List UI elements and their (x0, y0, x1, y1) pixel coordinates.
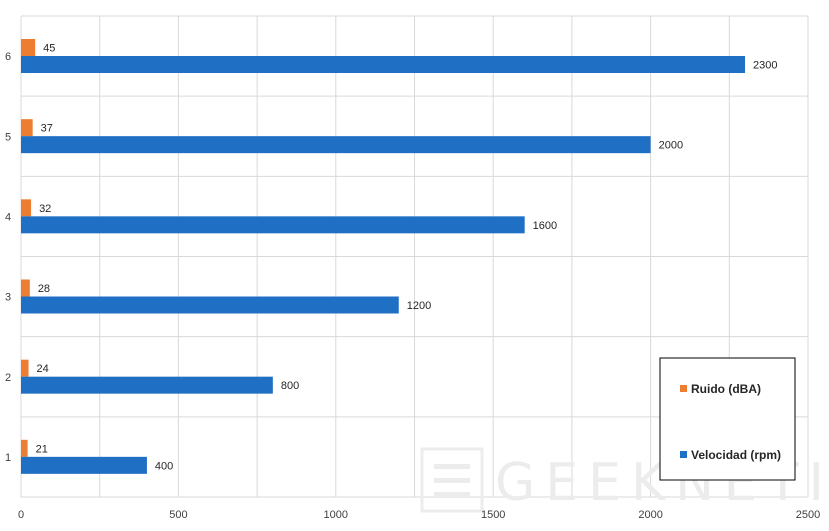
watermark-logo-bar-1 (434, 464, 470, 469)
x-axis-ticks: 0 500 1000 1500 2000 2500 (18, 509, 820, 521)
data-label-ruido-1: 21 (36, 443, 48, 455)
data-label-ruido-5: 37 (41, 123, 53, 135)
data-label-ruido-3: 28 (38, 283, 50, 295)
x-tick-label-0: 0 (18, 509, 24, 521)
bar-ruido-1 (21, 439, 28, 457)
data-label-velocidad-1: 400 (155, 460, 173, 472)
data-label-velocidad-4: 1600 (533, 220, 557, 232)
watermark-logo-box (420, 447, 484, 513)
legend-label-ruido: Ruido (dBA) (691, 382, 761, 396)
data-label-ruido-6: 45 (43, 43, 55, 55)
data-labels: 21 400 24 800 28 1200 32 1600 37 2000 45 2300 (36, 43, 778, 473)
bar-velocidad-5 (21, 136, 651, 154)
data-label-ruido-2: 24 (37, 363, 49, 375)
y-axis-ticks: 1 2 3 4 5 6 (5, 51, 11, 464)
x-tick-label-1000: 1000 (324, 509, 348, 521)
watermark-logo-bar-3 (434, 492, 470, 497)
x-tick-label-2500: 2500 (796, 509, 820, 521)
x-tick-label-500: 500 (169, 509, 187, 521)
bars (21, 39, 746, 474)
data-label-velocidad-2: 800 (281, 380, 299, 392)
legend-box (659, 357, 796, 481)
x-tick-label-1500: 1500 (481, 509, 505, 521)
y-tick-label-5: 5 (5, 131, 11, 143)
data-label-velocidad-5: 2000 (659, 140, 683, 152)
y-tick-label-2: 2 (5, 372, 11, 384)
bar-ruido-6 (21, 39, 36, 56)
bar-ruido-4 (21, 199, 32, 217)
legend-swatch-velocidad (680, 451, 687, 458)
bar-velocidad-4 (21, 216, 525, 234)
data-label-ruido-4: 32 (39, 203, 51, 215)
bar-ruido-3 (21, 279, 30, 297)
bar-velocidad-6 (21, 56, 746, 73)
legend-swatch-ruido (680, 385, 687, 392)
y-tick-label-1: 1 (5, 452, 11, 464)
y-tick-label-6: 6 (5, 51, 11, 63)
bar-velocidad-2 (21, 376, 273, 394)
bar-ruido-2 (21, 359, 29, 377)
bar-ruido-5 (21, 119, 33, 137)
x-tick-label-2000: 2000 (638, 509, 662, 521)
legend: Ruido (dBA) Velocidad (rpm) (659, 357, 796, 481)
bar-velocidad-1 (21, 456, 147, 474)
data-label-velocidad-3: 1200 (407, 300, 431, 312)
y-tick-label-3: 3 (5, 292, 11, 304)
data-label-velocidad-6: 2300 (753, 60, 777, 72)
y-tick-label-4: 4 (5, 211, 11, 223)
watermark-logo-bar-2 (434, 478, 470, 483)
bar-velocidad-3 (21, 296, 399, 314)
gridlines (20, 15, 809, 498)
legend-label-velocidad: Velocidad (rpm) (691, 448, 781, 462)
